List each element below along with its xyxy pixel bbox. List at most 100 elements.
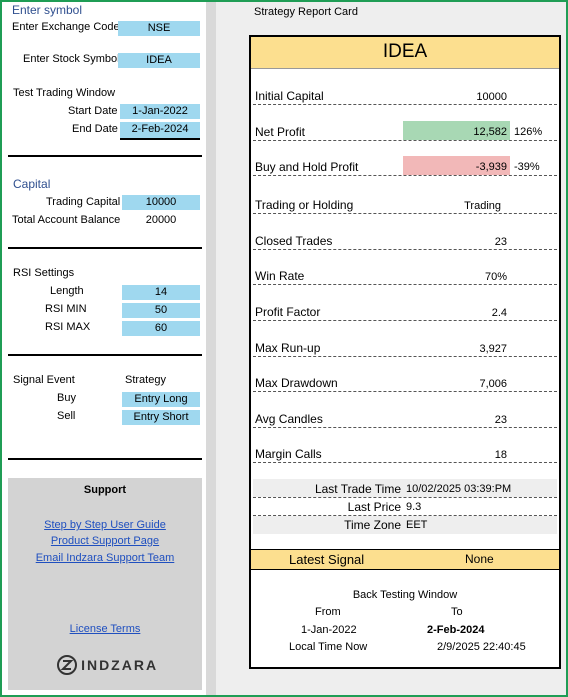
closed-trades-value: 23 [494, 236, 507, 248]
local-time-value: 2/9/2025 22:40:45 [437, 641, 526, 653]
to-label: To [451, 606, 463, 618]
last-price-label: Last Price [347, 500, 401, 514]
start-date-label: Start Date [68, 105, 118, 117]
start-date-input[interactable]: 1-Jan-2022 [120, 104, 200, 119]
buy-hold-pct: -39% [514, 161, 540, 173]
rsi-min-input[interactable]: 50 [122, 303, 200, 318]
latest-signal-label: Latest Signal [289, 552, 365, 567]
net-profit-value: 12,582 [473, 126, 507, 138]
last-trade-row [253, 479, 557, 497]
length-input[interactable]: 14 [122, 285, 200, 300]
win-rate-label: Win Rate [255, 269, 305, 283]
report-card: IDEA Initial Capital 10000 Net Profit 12… [249, 35, 561, 669]
max-drawdown-value: 7,006 [479, 378, 507, 390]
product-support-link[interactable]: Product Support Page [50, 535, 160, 547]
symbol-header: IDEA [251, 37, 559, 69]
profit-factor-label: Profit Factor [255, 305, 321, 319]
exchange-label: Enter Exchange Code [12, 21, 120, 33]
stock-label: Enter Stock Symbol [23, 53, 120, 65]
length-label: Length [50, 285, 84, 297]
max-runup-label: Max Run-up [255, 341, 321, 355]
max-runup-value: 3,927 [479, 343, 507, 355]
last-trade-value: 10/02/2025 03:39:PM [406, 483, 512, 495]
divider-line [8, 354, 202, 356]
buy-strategy-select[interactable]: Entry Long [122, 392, 200, 407]
backtest-title: Back Testing Window [352, 589, 458, 601]
indzara-logo: INDZARA [56, 654, 158, 676]
net-profit-pct: 126% [514, 126, 543, 138]
last-price-value: 9.3 [406, 501, 422, 513]
timezone-value: EET [406, 519, 428, 531]
row-separator [253, 427, 557, 428]
net-profit-highlight [403, 121, 510, 140]
row-separator [253, 320, 557, 321]
test-window-heading: Test Trading Window [13, 87, 116, 99]
enter-symbol-heading: Enter symbol [12, 3, 83, 17]
support-panel: Support Step by Step User Guide Product … [8, 478, 202, 690]
divider-line [8, 458, 202, 460]
trading-holding-label: Trading or Holding [255, 198, 354, 212]
latest-signal-value: None [465, 552, 494, 566]
end-date-input[interactable]: 2-Feb-2024 [120, 122, 200, 140]
from-label: From [315, 606, 341, 618]
buy-hold-highlight [403, 156, 510, 175]
row-separator [253, 140, 557, 141]
win-rate-value: 70% [484, 271, 507, 283]
avg-candles-label: Avg Candles [255, 412, 323, 426]
strategy-heading: Strategy [125, 374, 166, 386]
local-time-label: Local Time Now [289, 641, 368, 653]
max-drawdown-label: Max Drawdown [255, 376, 338, 390]
row-separator [253, 515, 557, 516]
latest-signal-bar [251, 549, 559, 570]
end-date-label: End Date [72, 123, 118, 135]
rsi-max-input[interactable]: 60 [122, 321, 200, 336]
divider-line [8, 155, 202, 157]
from-date: 1-Jan-2022 [301, 624, 357, 636]
row-separator [253, 462, 557, 463]
report-title: Strategy Report Card [254, 6, 358, 18]
user-guide-link[interactable]: Step by Step User Guide [44, 519, 166, 531]
capital-heading: Capital [13, 177, 51, 191]
row-separator [253, 175, 557, 176]
row-separator [253, 249, 557, 250]
timezone-label: Time Zone [344, 518, 401, 532]
buy-label: Buy [57, 392, 76, 404]
trading-capital-input[interactable]: 10000 [122, 195, 200, 210]
margin-calls-label: Margin Calls [255, 447, 322, 461]
row-separator [253, 497, 557, 498]
buy-hold-label: Buy and Hold Profit [255, 160, 359, 174]
last-price-row [253, 498, 557, 516]
email-support-link[interactable]: Email Indzara Support Team [35, 552, 175, 564]
rsi-max-label: RSI MAX [45, 321, 91, 333]
initial-capital-value: 10000 [476, 91, 507, 103]
stock-input[interactable]: IDEA [118, 53, 200, 68]
panel-divider [206, 0, 216, 697]
trading-holding-value: Trading [464, 200, 501, 212]
sell-strategy-select[interactable]: Entry Short [122, 410, 200, 425]
row-separator [253, 391, 557, 392]
timezone-row [253, 516, 557, 534]
rsi-min-label: RSI MIN [45, 303, 87, 315]
last-trade-label: Last Trade Time [314, 482, 401, 496]
buy-hold-value: -3,939 [475, 161, 507, 173]
total-balance-value: 20000 [145, 214, 177, 226]
indzara-logo-icon [57, 655, 77, 675]
avg-candles-value: 23 [494, 414, 507, 426]
exchange-input[interactable]: NSE [118, 21, 200, 36]
row-separator [253, 104, 557, 105]
initial-capital-label: Initial Capital [255, 89, 324, 103]
support-title: Support [83, 484, 127, 496]
row-separator [253, 356, 557, 357]
rsi-heading: RSI Settings [13, 267, 75, 279]
row-separator [253, 213, 557, 214]
to-date: 2-Feb-2024 [427, 624, 485, 636]
closed-trades-label: Closed Trades [255, 234, 333, 248]
divider-line [8, 247, 202, 249]
signal-event-heading: Signal Event [13, 374, 75, 386]
license-terms-link[interactable]: License Terms [69, 623, 141, 635]
profit-factor-value: 2.4 [491, 307, 507, 319]
row-separator [253, 284, 557, 285]
total-balance-label: Total Account Balance [12, 214, 121, 226]
logo-text: INDZARA [81, 657, 159, 673]
